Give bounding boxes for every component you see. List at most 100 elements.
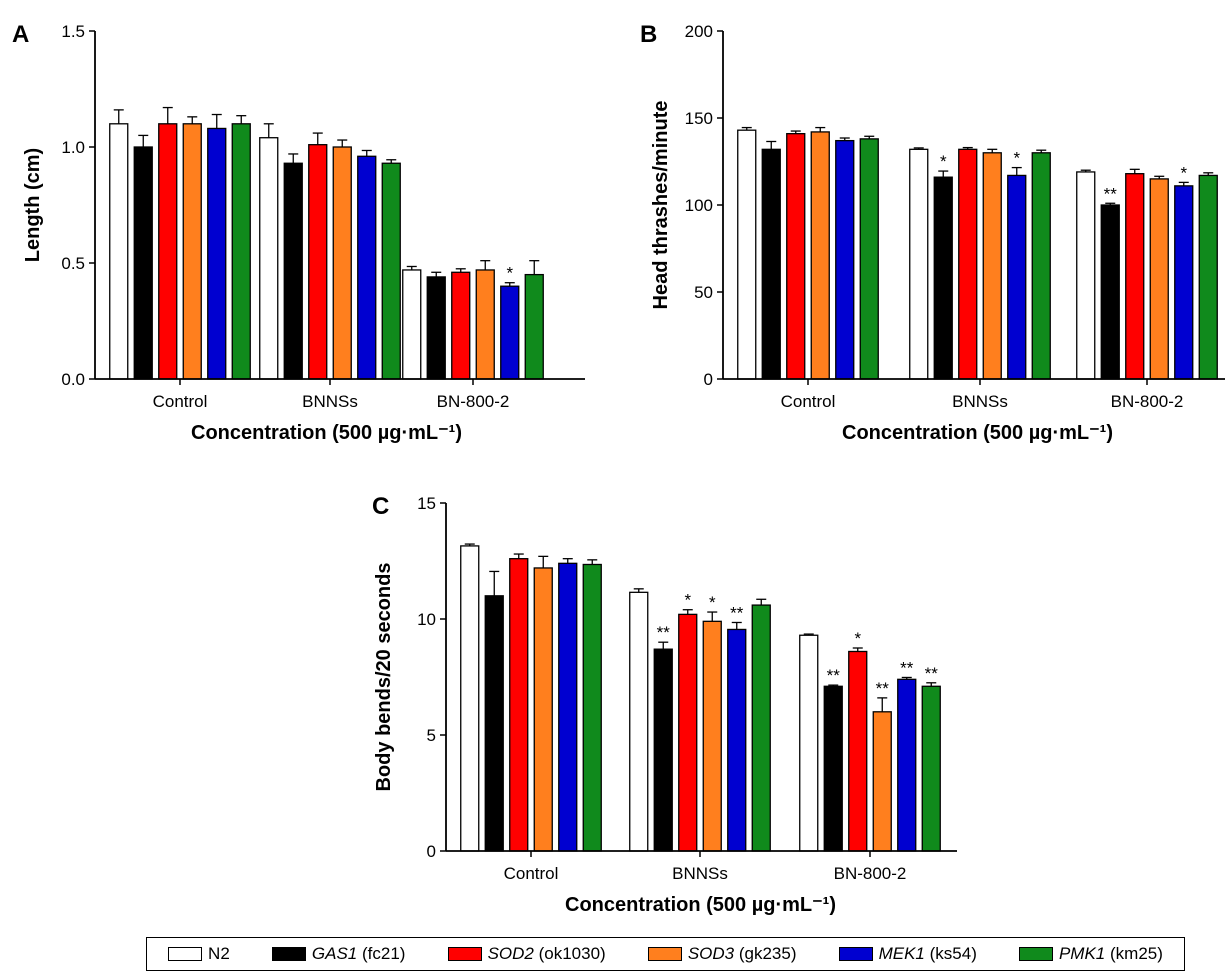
- x-tick-label: Control: [153, 392, 208, 411]
- legend-gene-name: SOD3: [687, 944, 735, 963]
- legend-swatch: [647, 947, 682, 961]
- y-tick-label: 0: [427, 842, 436, 861]
- panel-letter: A: [12, 21, 29, 48]
- legend-item-sod3: SOD3 (gk235): [647, 944, 797, 964]
- y-tick-label: 15: [417, 494, 436, 513]
- bar: [810, 131, 830, 380]
- bar: [109, 123, 129, 380]
- bar: [500, 285, 520, 380]
- significance-mark: *: [506, 264, 513, 283]
- y-tick-label: 150: [685, 109, 713, 128]
- legend-gene-name: SOD2: [487, 944, 534, 963]
- x-tick-label: BN-800-2: [437, 392, 510, 411]
- bar: [133, 146, 153, 380]
- significance-mark: **: [1104, 184, 1118, 203]
- y-tick-label: 10: [417, 610, 436, 629]
- bar: [182, 123, 202, 380]
- legend-gene-name: GAS1: [311, 944, 358, 963]
- legend-item-sod2: SOD2 (ok1030): [447, 944, 606, 964]
- bar: [259, 137, 279, 380]
- bar: [909, 148, 929, 380]
- bar: [982, 152, 1002, 380]
- significance-mark: *: [684, 591, 691, 610]
- bar: [629, 591, 649, 852]
- bar: [381, 162, 401, 380]
- legend-swatch: [838, 947, 873, 961]
- significance-mark: **: [827, 666, 841, 685]
- bar: [897, 678, 917, 852]
- y-tick-label: 100: [685, 196, 713, 215]
- y-tick-label: 200: [685, 22, 713, 41]
- bar: [1007, 174, 1027, 380]
- y-tick-label: 1.5: [61, 22, 85, 41]
- bar: [751, 604, 771, 852]
- significance-mark: *: [1013, 149, 1020, 168]
- legend-strain-label: (fc21): [361, 944, 406, 963]
- significance-mark: *: [1180, 163, 1187, 182]
- bar: [533, 567, 553, 852]
- bar: [921, 685, 941, 852]
- legend-swatch: [168, 947, 203, 961]
- significance-mark: *: [709, 593, 716, 612]
- bar: [958, 148, 978, 380]
- significance-mark: *: [940, 152, 947, 171]
- bar: [1125, 173, 1145, 380]
- legend-strain-label: N2: [208, 944, 230, 963]
- bar: [702, 620, 722, 852]
- bar: [509, 558, 529, 852]
- y-tick-label: 0: [704, 370, 713, 389]
- bar: [402, 269, 422, 380]
- x-axis-title: Concentration (500 µg·mL⁻¹): [565, 894, 836, 916]
- significance-mark: **: [876, 679, 890, 698]
- bar: [582, 563, 602, 852]
- bar: [1198, 174, 1218, 380]
- x-tick-label: BNNSs: [952, 392, 1008, 411]
- bar: [475, 269, 495, 380]
- bar: [786, 133, 806, 380]
- significance-mark: **: [657, 623, 671, 642]
- bar: [460, 545, 480, 852]
- legend-item-pmk1: PMK1 (km25): [1018, 944, 1163, 964]
- bar: [283, 162, 303, 380]
- bar: [653, 648, 673, 852]
- significance-mark: **: [925, 664, 939, 683]
- significance-mark: **: [900, 658, 914, 677]
- legend-gene-name: PMK1: [1058, 944, 1106, 963]
- x-axis-title: Concentration (500 µg·mL⁻¹): [842, 422, 1113, 444]
- y-tick-label: 5: [427, 726, 436, 745]
- bar: [848, 650, 868, 852]
- bar: [859, 138, 879, 380]
- x-tick-label: BN-800-2: [1111, 392, 1184, 411]
- legend: N2 GAS1 (fc21) SOD2 (ok1030) SOD3 (gk235…: [146, 937, 1185, 971]
- y-tick-label: 50: [694, 283, 713, 302]
- bar: [524, 273, 544, 380]
- legend-item-mek1: MEK1 (ks54): [838, 944, 977, 964]
- x-tick-label: Control: [504, 864, 559, 883]
- bar: [308, 144, 328, 380]
- panel-a: A * 0.0 0.5 1.0 1.5 Control BNNSs BN-800-2 Length…: [12, 21, 585, 444]
- bar: [678, 613, 698, 852]
- panel-letter: B: [640, 21, 657, 48]
- bar: [207, 127, 227, 380]
- bar: [872, 711, 892, 852]
- legend-strain-label: (ks54): [929, 944, 977, 963]
- legend-strain-label: (ok1030): [538, 944, 606, 963]
- bar: [761, 148, 781, 380]
- bar: [451, 271, 471, 380]
- bar: [426, 276, 446, 380]
- legend-item-gas1: GAS1 (fc21): [271, 944, 406, 964]
- bar: [727, 628, 747, 852]
- legend-strain-label: (km25): [1110, 944, 1163, 963]
- bar: [1174, 185, 1194, 380]
- bar: [799, 634, 819, 852]
- panel-letter: C: [372, 493, 389, 520]
- legend-gene-name: MEK1: [878, 944, 925, 963]
- x-tick-label: BNNSs: [672, 864, 728, 883]
- bar: [1149, 178, 1169, 380]
- legend-strain-label: (gk235): [738, 944, 797, 963]
- y-tick-label: 0.5: [61, 254, 85, 273]
- bar: [484, 595, 504, 852]
- bar: [332, 146, 352, 380]
